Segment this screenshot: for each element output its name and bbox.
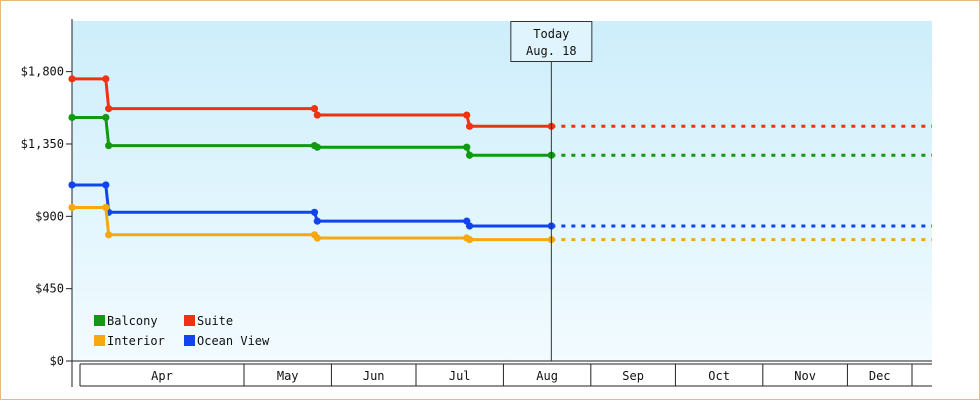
- series-point: [313, 234, 321, 242]
- series-point: [313, 111, 321, 119]
- series-point: [105, 141, 113, 150]
- x-tick-label: Jul: [449, 369, 471, 383]
- today-date: Aug. 18: [526, 44, 577, 58]
- series-point: [465, 122, 474, 130]
- x-tick-label: May: [277, 369, 299, 383]
- series-point: [310, 208, 319, 216]
- today-title: Today: [533, 27, 569, 41]
- x-tick-label: Oct: [708, 369, 730, 383]
- series-point: [465, 222, 474, 230]
- series-point: [68, 203, 76, 212]
- y-tick-label: $0: [50, 354, 64, 368]
- series-point: [313, 217, 321, 225]
- today-box: [510, 21, 593, 62]
- legend-swatch: [94, 335, 105, 346]
- series-point: [68, 75, 76, 83]
- series-suite: [68, 75, 932, 130]
- x-tick-label: Nov: [794, 369, 816, 383]
- series-point: [68, 181, 76, 189]
- series-balcony: [68, 113, 932, 159]
- series-point: [465, 236, 474, 244]
- x-tick-label: Dec: [869, 369, 891, 383]
- y-tick-label: $1,350: [21, 137, 64, 151]
- legend-label: Balcony: [107, 314, 158, 328]
- series-point: [463, 111, 471, 119]
- series-point: [102, 203, 110, 212]
- x-tick-label: Sep: [622, 369, 644, 383]
- series-point: [102, 113, 110, 122]
- legend-label: Suite: [197, 314, 233, 328]
- axes: $0 $450 $900 $1,350 $1,800 Apr May Jun Jul Aug Sep…: [21, 19, 932, 387]
- series-point: [105, 231, 113, 239]
- series-interior: [68, 203, 932, 244]
- legend-swatch: [184, 335, 195, 346]
- legend-swatch: [184, 315, 195, 326]
- series-point: [102, 181, 110, 189]
- series-point: [463, 143, 471, 151]
- x-tick-label: Aug: [536, 369, 558, 383]
- legend: Balcony Suite Interior Ocean View: [94, 314, 270, 348]
- y-tick-label: $1,800: [21, 65, 64, 79]
- legend-label: Ocean View: [197, 334, 270, 348]
- series-ocean-view: [68, 181, 932, 230]
- series-layer: [68, 75, 932, 244]
- today-marker: Today Aug. 18: [510, 21, 593, 361]
- series-point: [102, 75, 110, 83]
- y-tick-label: $450: [35, 282, 64, 296]
- legend-label: Interior: [107, 334, 165, 348]
- plot-area: [72, 21, 932, 361]
- series-point: [68, 113, 76, 122]
- series-point: [465, 151, 474, 159]
- x-tick-label: Apr: [151, 369, 173, 383]
- y-tick-label: $900: [35, 209, 64, 223]
- legend-swatch: [94, 315, 105, 326]
- series-point: [313, 143, 321, 151]
- series-point: [310, 105, 319, 113]
- x-tick-label: Jun: [363, 369, 385, 383]
- series-point: [105, 105, 113, 113]
